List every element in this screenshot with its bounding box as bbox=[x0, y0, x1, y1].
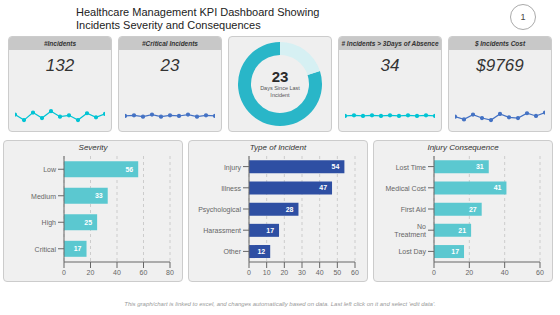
svg-text:0: 0 bbox=[432, 269, 436, 276]
svg-text:40: 40 bbox=[501, 269, 509, 276]
svg-text:0: 0 bbox=[62, 269, 66, 276]
html-text:Days Since Last Incident: Days Since Last Incident bbox=[260, 85, 300, 98]
html-text:Incidents Severity and Consequ: Incidents Severity and Consequences bbox=[76, 19, 261, 31]
svg-text:31: 31 bbox=[476, 163, 484, 170]
html-text:Healthcare Management KPI Dash: Healthcare Management KPI Dashboard Show… bbox=[76, 6, 320, 18]
html-text:132: 132 bbox=[45, 56, 75, 75]
svg-text:12: 12 bbox=[257, 248, 265, 255]
svg-text:40: 40 bbox=[316, 269, 324, 276]
svg-text:47: 47 bbox=[319, 184, 327, 191]
svg-text:60: 60 bbox=[536, 269, 544, 276]
svg-text:41: 41 bbox=[494, 184, 502, 191]
svg-text:60: 60 bbox=[351, 269, 359, 276]
svg-text:40: 40 bbox=[113, 269, 121, 276]
svg-text:High: High bbox=[42, 219, 57, 227]
svg-text:30: 30 bbox=[298, 269, 306, 276]
svg-text:33: 33 bbox=[95, 192, 103, 199]
svg-text:Low: Low bbox=[43, 166, 57, 173]
svg-text:27: 27 bbox=[469, 206, 477, 213]
html-text:Injury Consequence: Injury Consequence bbox=[427, 143, 499, 152]
html-text:23: 23 bbox=[160, 56, 180, 75]
html-text:$9769: $9769 bbox=[476, 56, 524, 75]
svg-text:0: 0 bbox=[247, 269, 251, 276]
html-text:34: 34 bbox=[380, 56, 400, 75]
svg-text:10: 10 bbox=[263, 269, 271, 276]
svg-text:Critical: Critical bbox=[35, 246, 57, 253]
svg-text:Illness: Illness bbox=[221, 185, 241, 192]
svg-text:56: 56 bbox=[125, 166, 133, 173]
html-text:#Critical Incidents: #Critical Incidents bbox=[142, 40, 198, 47]
svg-text:17: 17 bbox=[266, 227, 274, 234]
svg-text:20: 20 bbox=[280, 269, 288, 276]
html-text:Type of Incident: Type of Incident bbox=[249, 143, 307, 152]
svg-text:20: 20 bbox=[465, 269, 473, 276]
html-text:Severity: Severity bbox=[78, 143, 108, 152]
html-text:# Incidents > 3Days of Absence: # Incidents > 3Days of Absence bbox=[341, 40, 439, 47]
svg-text:25: 25 bbox=[84, 219, 92, 226]
svg-text:Medium: Medium bbox=[31, 193, 56, 200]
svg-text:80: 80 bbox=[166, 269, 174, 276]
svg-text:Harassment: Harassment bbox=[203, 227, 241, 234]
svg-text:17: 17 bbox=[74, 245, 82, 252]
svg-text:Lost Time: Lost Time bbox=[396, 164, 426, 171]
svg-text:21: 21 bbox=[458, 227, 466, 234]
svg-text:54: 54 bbox=[332, 163, 340, 170]
svg-text:Injury: Injury bbox=[224, 164, 242, 172]
html-text:1: 1 bbox=[520, 12, 526, 22]
svg-text:60: 60 bbox=[140, 269, 148, 276]
html-text:$ Incidents Cost: $ Incidents Cost bbox=[474, 40, 526, 47]
svg-text:50: 50 bbox=[333, 269, 341, 276]
html-text:#Incidents: #Incidents bbox=[43, 40, 77, 47]
html-text:23: 23 bbox=[271, 68, 289, 85]
svg-text:28: 28 bbox=[286, 206, 294, 213]
svg-text:First Aid: First Aid bbox=[401, 206, 426, 213]
svg-text:17: 17 bbox=[451, 248, 459, 255]
svg-text:Lost Day: Lost Day bbox=[398, 248, 426, 256]
svg-text:Other: Other bbox=[223, 248, 241, 255]
svg-text:20: 20 bbox=[87, 269, 95, 276]
html-text:This graph/chart is linked to: This graph/chart is linked to excel, and… bbox=[124, 301, 436, 307]
svg-text:Psychological: Psychological bbox=[198, 206, 241, 214]
svg-text:Medical Cost: Medical Cost bbox=[386, 185, 427, 192]
svg-text:NoTreatment: NoTreatment bbox=[394, 223, 426, 238]
